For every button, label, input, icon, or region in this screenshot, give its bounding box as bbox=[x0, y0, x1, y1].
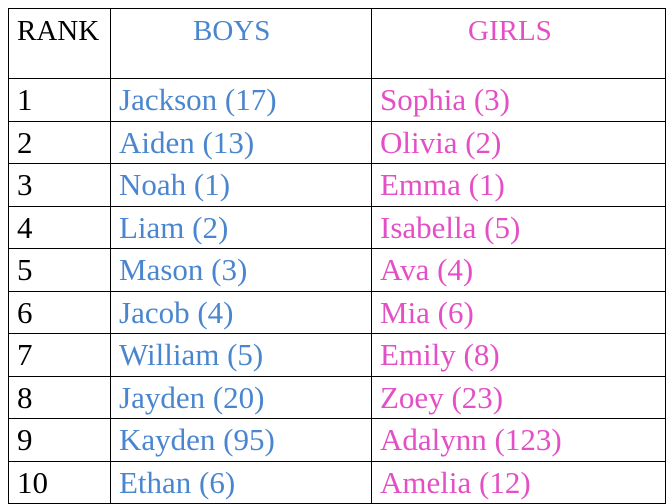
table-cell: 9 bbox=[8, 418, 111, 462]
table-cell: Amelia (12) bbox=[371, 460, 666, 504]
table-row: 3 Noah (1) Emma (1) bbox=[8, 163, 666, 207]
table-row: 4 Liam (2) Isabella (5) bbox=[8, 205, 666, 249]
table-cell: 6 bbox=[8, 290, 111, 334]
ranking-table: RANK BOYS GIRLS 1 Jackson (17) Sophia (3) 2… bbox=[8, 8, 666, 504]
table-body: RANK BOYS GIRLS 1 Jackson (17) Sophia (3) 2… bbox=[8, 8, 666, 504]
table-cell: 2 bbox=[8, 120, 111, 164]
table-cell: Jackson (17) bbox=[110, 78, 372, 122]
table-cell: 3 bbox=[8, 163, 111, 207]
table-cell: 4 bbox=[8, 205, 111, 249]
header-cell: RANK bbox=[8, 8, 111, 79]
table-cell: Adalynn (123) bbox=[371, 418, 666, 462]
table-cell: Zoey (23) bbox=[371, 375, 666, 419]
table-cell: Olivia (2) bbox=[371, 120, 666, 164]
table-row: 5 Mason (3) Ava (4) bbox=[8, 248, 666, 292]
table-row: 8 Jayden (20) Zoey (23) bbox=[8, 375, 666, 419]
table-cell: Mason (3) bbox=[110, 248, 372, 292]
table-row: 1 Jackson (17) Sophia (3) bbox=[8, 78, 666, 122]
table-row: 10 Ethan (6) Amelia (12) bbox=[8, 460, 666, 504]
table-cell: Liam (2) bbox=[110, 205, 372, 249]
table-cell: 5 bbox=[8, 248, 111, 292]
table-cell: 8 bbox=[8, 375, 111, 419]
table-cell: Noah (1) bbox=[110, 163, 372, 207]
table-row: 2 Aiden (13) Olivia (2) bbox=[8, 120, 666, 164]
header-row: RANK BOYS GIRLS bbox=[8, 8, 666, 79]
table-cell: Ethan (6) bbox=[110, 460, 372, 504]
table-cell: 10 bbox=[8, 460, 111, 504]
table-cell: Ava (4) bbox=[371, 248, 666, 292]
table-cell: Aiden (13) bbox=[110, 120, 372, 164]
table-cell: 7 bbox=[8, 333, 111, 377]
table-cell: Jacob (4) bbox=[110, 290, 372, 334]
table-cell: Jayden (20) bbox=[110, 375, 372, 419]
table-cell: 1 bbox=[8, 78, 111, 122]
table-cell: Isabella (5) bbox=[371, 205, 666, 249]
table-cell: Emma (1) bbox=[371, 163, 666, 207]
table-row: 6 Jacob (4) Mia (6) bbox=[8, 290, 666, 334]
header-cell: BOYS bbox=[110, 8, 372, 79]
table-cell: William (5) bbox=[110, 333, 372, 377]
header-cell: GIRLS bbox=[371, 8, 666, 79]
table-cell: Sophia (3) bbox=[371, 78, 666, 122]
table-cell: Kayden (95) bbox=[110, 418, 372, 462]
table-row: 9 Kayden (95) Adalynn (123) bbox=[8, 418, 666, 462]
table-cell: Mia (6) bbox=[371, 290, 666, 334]
table-cell: Emily (8) bbox=[371, 333, 666, 377]
table-row: 7 William (5) Emily (8) bbox=[8, 333, 666, 377]
